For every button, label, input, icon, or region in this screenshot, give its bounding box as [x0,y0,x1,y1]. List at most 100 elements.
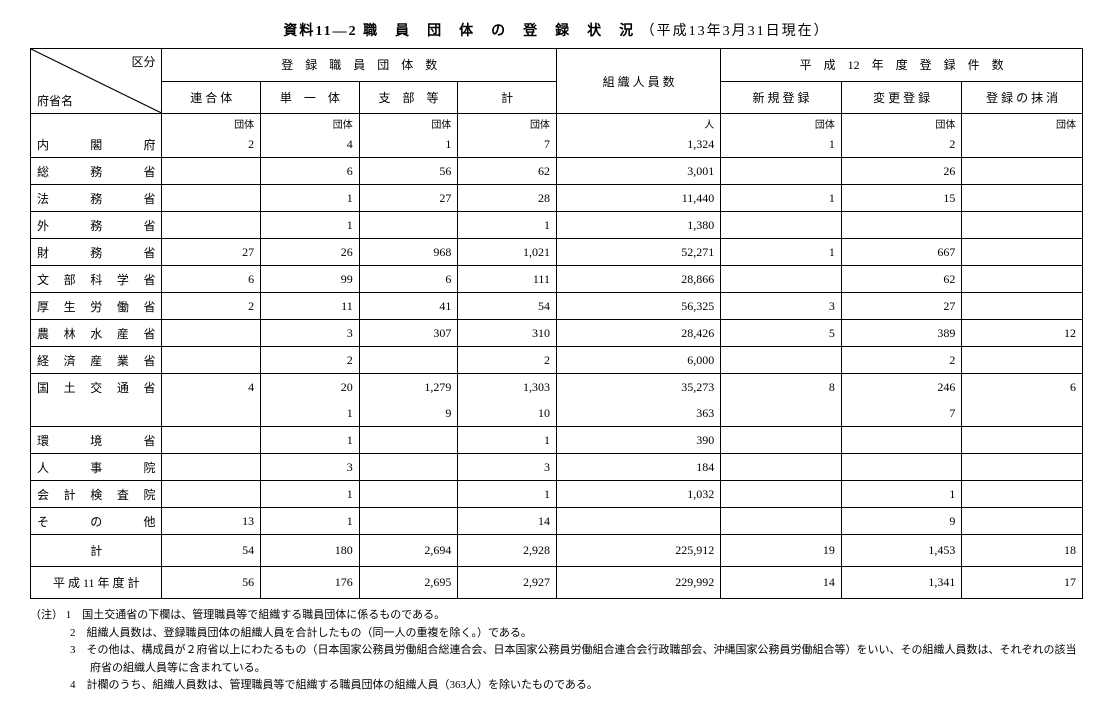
note-3: 3 その他は、構成員が２府省以上にわたるもの（日本国家公務員労働組合総連合会、日… [50,642,1083,677]
cell: 28 [458,185,557,212]
cell: 176 [261,567,360,599]
cell: 4 [261,131,360,158]
sub-shibu: 支 部 等 [359,81,458,114]
cell [962,427,1083,454]
cell: 3 [458,454,557,481]
cell [721,212,842,239]
cell [162,185,261,212]
cell: 968 [359,239,458,266]
row-label: 計 [31,535,162,567]
header-registered-orgs: 登 録 職 員 団 体 数 [162,49,556,82]
cell: 1 [261,400,360,427]
cell [359,427,458,454]
cell [162,158,261,185]
unit-label: 団体 [162,114,261,132]
cell [841,454,962,481]
cell: 27 [162,239,261,266]
cell: 2,927 [458,567,557,599]
row-label: 内 閣 府 [31,131,162,158]
note-head: （注） [30,609,63,621]
cell [962,212,1083,239]
title-date: （平成13年3月31日現在） [641,24,830,39]
row-label: 法 務 省 [31,185,162,212]
cell: 3 [721,293,842,320]
row-label: 農 林 水 産 省 [31,320,162,347]
cell [359,454,458,481]
notes-block: （注） 1 国土交通省の下欄は、管理職員等で組織する職員団体に係るものである。 … [30,607,1083,695]
row-label: 平 成 11 年 度 計 [31,567,162,599]
cell [162,212,261,239]
cell: 2 [162,131,261,158]
cell [962,293,1083,320]
cell: 2 [841,131,962,158]
cell [962,158,1083,185]
cell: 10 [458,400,557,427]
table-body: 団体団体団体団体人団体団体団体内 閣 府24171,32412総 務 省6566… [31,114,1083,599]
cell: 18 [962,535,1083,567]
sub-massho: 登 録 の 抹 消 [962,81,1083,114]
cell: 4 [162,374,261,401]
cell [162,347,261,374]
cell: 2 [841,347,962,374]
note-2: 2 組織人員数は、登録職員団体の組織人員を合計したもの（同一人の重複を除く。）で… [50,625,1083,643]
cell: 26 [261,239,360,266]
cell: 15 [841,185,962,212]
header-members: 組 織 人 員 数 [556,49,720,114]
cell: 363 [556,400,720,427]
cell: 6 [962,374,1083,401]
cell: 41 [359,293,458,320]
cell: 2 [261,347,360,374]
cell: 56,325 [556,293,720,320]
cell [721,508,842,535]
cell [359,508,458,535]
cell: 17 [962,567,1083,599]
cell: 11 [261,293,360,320]
cell: 307 [359,320,458,347]
main-table: 区分 府省名 登 録 職 員 団 体 数 組 織 人 員 数 平 成 12 年 … [30,48,1083,599]
cell: 390 [556,427,720,454]
row-label: 環 境 省 [31,427,162,454]
header-fy12-reg: 平 成 12 年 度 登 録 件 数 [721,49,1083,82]
cell [962,266,1083,293]
row-label: 文 部 科 学 省 [31,266,162,293]
cell [962,508,1083,535]
cell: 3,001 [556,158,720,185]
cell [721,347,842,374]
cell: 7 [841,400,962,427]
cell: 6 [162,266,261,293]
cell: 1 [721,239,842,266]
cell: 62 [458,158,557,185]
cell: 99 [261,266,360,293]
cell: 1,341 [841,567,962,599]
sub-shinki: 新 規 登 録 [721,81,842,114]
cell: 2,928 [458,535,557,567]
cell: 14 [458,508,557,535]
cell: 35,273 [556,374,720,401]
sub-tanitsu: 単 一 体 [261,81,360,114]
cell [162,400,261,427]
row-label: 外 務 省 [31,212,162,239]
cell: 1,021 [458,239,557,266]
cell: 8 [721,374,842,401]
cell: 56 [162,567,261,599]
cell: 9 [841,508,962,535]
cell: 1,453 [841,535,962,567]
corner-bottom: 府省名 [37,92,73,109]
row-label [31,400,162,427]
cell [162,427,261,454]
cell [162,481,261,508]
title-prefix: 資料11―2 [283,24,357,39]
cell: 389 [841,320,962,347]
cell: 1 [841,481,962,508]
cell: 2 [458,347,557,374]
cell [721,400,842,427]
cell [359,481,458,508]
cell: 20 [261,374,360,401]
cell: 62 [841,266,962,293]
unit-label: 団体 [841,114,962,132]
row-label: 厚 生 労 働 省 [31,293,162,320]
cell: 6 [261,158,360,185]
cell [721,158,842,185]
cell: 1,032 [556,481,720,508]
cell: 1 [261,508,360,535]
